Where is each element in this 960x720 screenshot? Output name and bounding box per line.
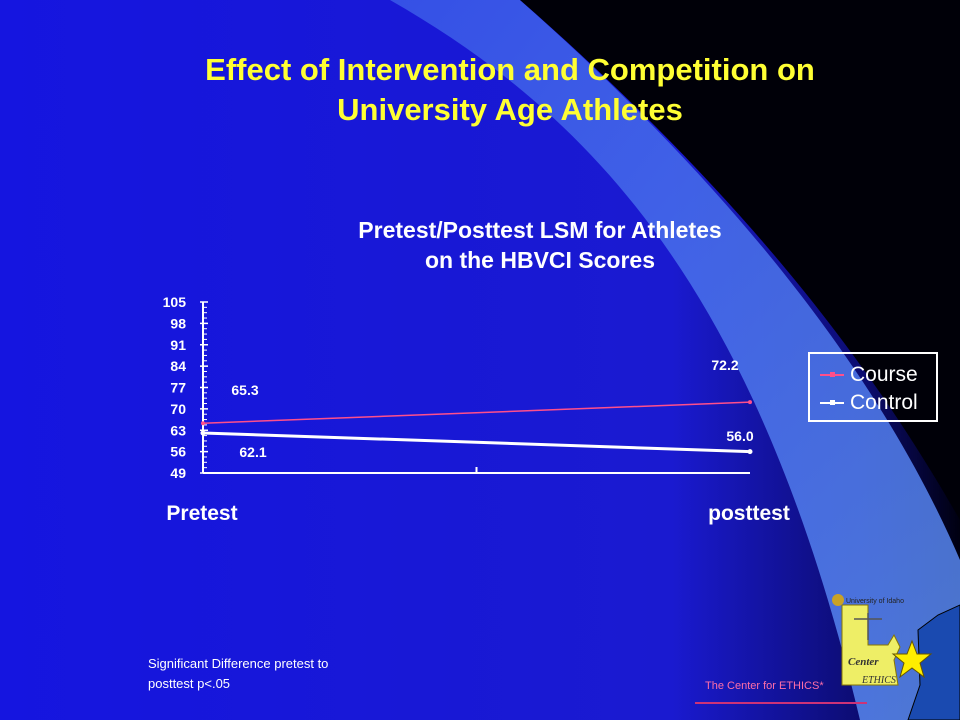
series-line-course [202, 401, 751, 424]
note-line-2: posttest p<.05 [148, 676, 231, 691]
background-swoosh [390, 0, 960, 720]
significance-note: Significant Difference pretest to postte… [148, 654, 408, 694]
data-label-control-0: 62.1 [239, 444, 266, 460]
y-tick-label-98: 98 [170, 315, 186, 331]
slide-title: Effect of Intervention and Competition o… [100, 50, 920, 130]
data-point-control-1 [747, 449, 753, 455]
center-for-ethics-logo: University of Idaho Center ETHICS [832, 594, 960, 720]
x-category-label-0: Pretest [166, 502, 237, 525]
y-tick-label-84: 84 [170, 358, 186, 374]
star-icon [891, 639, 933, 679]
y-tick-label-105: 105 [163, 294, 187, 310]
y-tick-label-63: 63 [170, 422, 186, 438]
y-tick-label-49: 49 [170, 465, 186, 481]
data-label-course-1: 72.2 [711, 357, 738, 373]
logo-center-text: Center [848, 656, 879, 668]
chart-legend: Course Control [808, 352, 938, 422]
footer-text: The Center for ETHICS* [705, 680, 824, 692]
legend-label-control: Control [850, 391, 918, 414]
logo-university-text: University of Idaho [846, 598, 904, 605]
footer-rule [695, 702, 867, 704]
y-tick-label-56: 56 [170, 444, 186, 460]
legend-swatch-course [820, 372, 844, 377]
data-label-course-0: 65.3 [231, 382, 258, 398]
note-line-1: Significant Difference pretest to [148, 656, 329, 671]
data-point-control-0 [200, 430, 206, 436]
legend-swatch-control [820, 400, 844, 405]
legend-item-course: Course [820, 363, 938, 387]
chart-title-line-2: on the HBVCI Scores [424, 247, 656, 273]
data-label-control-1: 56.0 [726, 428, 753, 444]
slide-title-line-1: Effect of Intervention and Competition o… [205, 52, 815, 87]
chart-title: Pretest/Posttest LSM for Athletes on the… [240, 215, 840, 275]
chart-title-line-1: Pretest/Posttest LSM for Athletes [358, 217, 722, 243]
data-point-course-1 [748, 400, 752, 405]
y-tick-label-70: 70 [170, 401, 186, 417]
legend-label-course: Course [850, 363, 918, 386]
series-line-control [202, 431, 751, 454]
x-category-label-1: posttest [708, 502, 790, 525]
y-tick-label-91: 91 [170, 337, 186, 353]
y-tick-label-77: 77 [170, 380, 186, 396]
data-point-course-0 [201, 421, 205, 426]
logo-ethics-text: ETHICS [861, 675, 896, 686]
legend-item-control: Control [820, 391, 938, 415]
slide-title-line-2: University Age Athletes [337, 92, 683, 127]
